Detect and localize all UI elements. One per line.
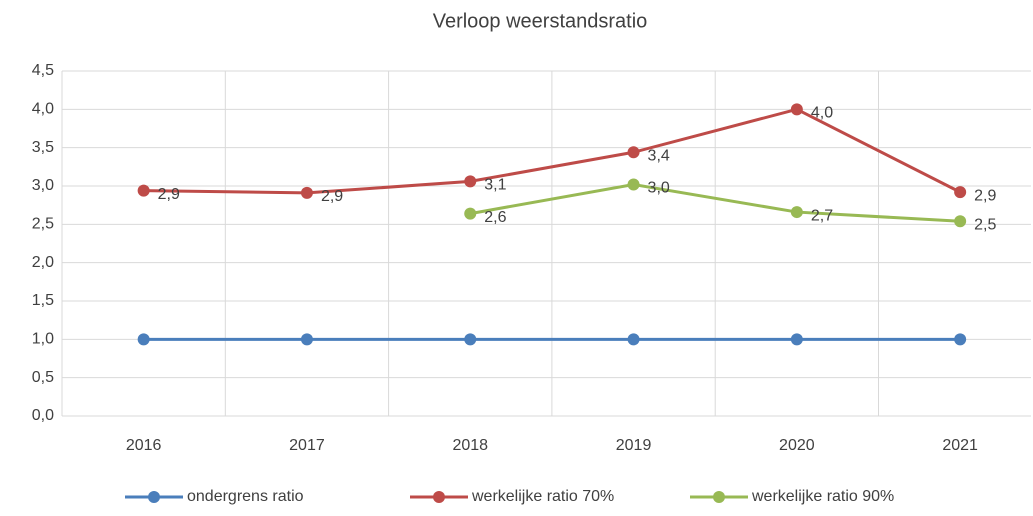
y-tick-label: 0,5 [32,369,54,386]
y-tick-label: 4,0 [32,101,54,118]
point [790,206,803,219]
point [627,178,640,191]
x-tick-label: 2021 [942,437,978,454]
data-label: 2,6 [484,209,506,226]
data-label: 2,9 [974,187,996,204]
legend-label: werkelijke ratio 90% [751,488,894,505]
point [300,333,313,346]
legend-label: werkelijke ratio 70% [471,488,614,505]
point [954,186,967,199]
x-tick-label: 2018 [452,437,488,454]
data-label: 4,0 [811,105,833,122]
x-tick-label: 2016 [126,437,162,454]
data-label: 2,5 [974,216,996,233]
y-tick-label: 2,0 [32,254,54,271]
point [300,186,313,199]
chart-title: Verloop weerstandsratio [433,10,648,32]
legend-label: ondergrens ratio [187,488,304,505]
y-tick-label: 1,5 [32,292,54,309]
y-tick-label: 3,5 [32,139,54,156]
data-label: 2,9 [158,186,180,203]
series-line [143,107,961,195]
point [464,333,477,346]
x-tick-label: 2020 [779,437,815,454]
y-tick-label: 4,5 [32,62,54,79]
point [464,207,477,220]
x-tick-label: 2017 [289,437,325,454]
series-line [469,182,961,223]
data-label: 2,9 [321,188,343,205]
data-label: 3,4 [648,147,670,164]
y-tick-label: 3,0 [32,177,54,194]
y-tick-label: 0,0 [32,407,54,424]
data-label: 3,0 [648,180,670,197]
x-tick-label: 2019 [616,437,652,454]
point [137,333,150,346]
point [627,146,640,159]
y-tick-label: 1,0 [32,331,54,348]
point [137,184,150,197]
data-label: 3,1 [484,177,506,194]
legend-marker [148,491,160,503]
point [464,175,477,188]
data-label: 2,7 [811,207,833,224]
y-tick-label: 2,5 [32,216,54,233]
point [627,333,640,346]
point [790,103,803,116]
point [954,215,967,228]
legend-marker [713,491,725,503]
point [790,333,803,346]
legend-marker [433,491,445,503]
point [954,333,967,346]
